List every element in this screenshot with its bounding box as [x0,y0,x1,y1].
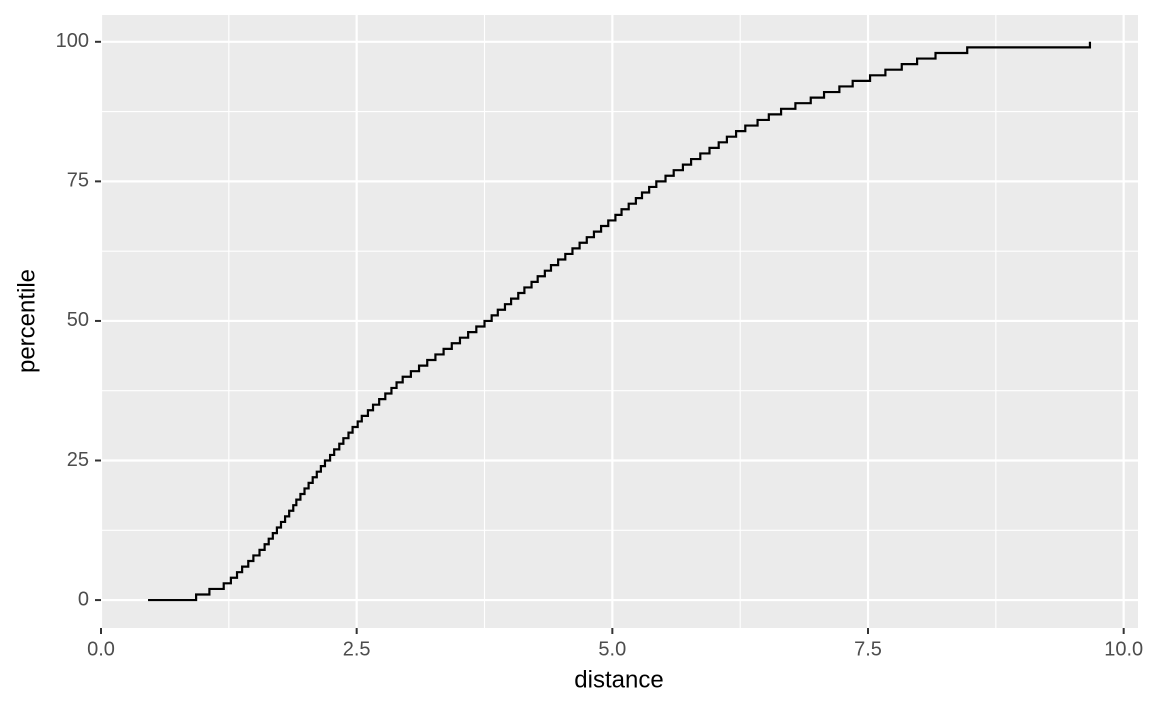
y-tick-label: 25 [67,449,89,471]
y-tick-label: 100 [56,30,89,52]
y-tick-label: 50 [67,309,89,331]
y-tick-label: 75 [67,170,89,192]
x-tick-label: 5.0 [598,638,626,660]
x-axis-title: distance [574,666,663,693]
step-line [148,41,1092,602]
y-tick-label: 0 [78,588,89,610]
x-tick-label: 10.0 [1104,638,1143,660]
x-tick-label: 2.5 [343,638,371,660]
x-tick-label: 0.0 [87,638,115,660]
x-tick-label: 7.5 [854,638,882,660]
y-axis-title: percentile [13,269,40,373]
